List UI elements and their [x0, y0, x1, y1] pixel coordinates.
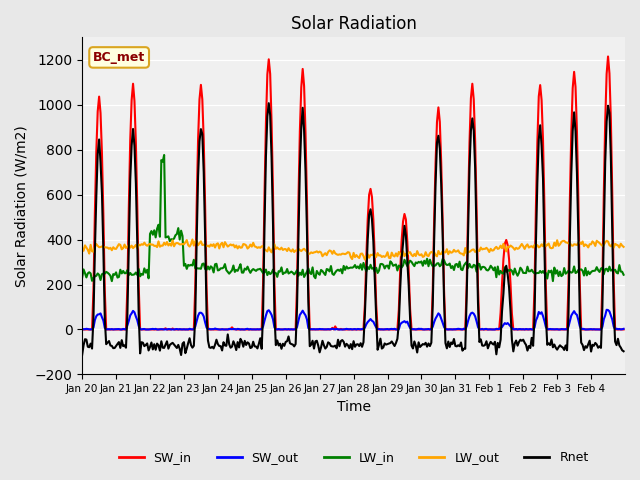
- LW_in: [548, 268, 556, 274]
- Line: LW_out: LW_out: [82, 240, 623, 260]
- SW_out: [358, 326, 366, 332]
- LW_out: [361, 257, 369, 263]
- Rnet: [114, 341, 122, 347]
- LW_in: [467, 264, 475, 270]
- SW_out: [109, 326, 117, 332]
- LW_in: [620, 272, 627, 277]
- SW_out: [97, 311, 104, 316]
- Rnet: [78, 352, 86, 358]
- Line: SW_in: SW_in: [82, 57, 623, 329]
- SW_out: [618, 326, 626, 332]
- Rnet: [467, 128, 475, 133]
- SW_in: [617, 326, 625, 332]
- SW_out: [78, 326, 86, 332]
- LW_out: [114, 243, 122, 249]
- SW_in: [357, 326, 365, 332]
- LW_in: [108, 278, 116, 284]
- SW_out: [546, 326, 554, 332]
- Rnet: [548, 336, 556, 342]
- Rnet: [97, 159, 104, 165]
- LW_in: [160, 152, 168, 158]
- Rnet: [620, 348, 627, 354]
- SW_out: [620, 326, 627, 332]
- LW_out: [548, 245, 556, 251]
- LW_in: [115, 274, 123, 280]
- Title: Solar Radiation: Solar Radiation: [291, 15, 417, 33]
- SW_out: [603, 307, 611, 312]
- Y-axis label: Solar Radiation (W/m2): Solar Radiation (W/m2): [15, 125, 29, 287]
- Rnet: [360, 339, 367, 345]
- SW_in: [604, 54, 612, 60]
- Legend: SW_in, SW_out, LW_in, LW_out, Rnet: SW_in, SW_out, LW_in, LW_out, Rnet: [113, 446, 593, 469]
- LW_in: [78, 275, 86, 280]
- LW_in: [360, 260, 367, 266]
- SW_in: [464, 204, 472, 210]
- Line: Rnet: Rnet: [82, 103, 623, 355]
- Rnet: [618, 348, 626, 353]
- SW_in: [545, 326, 552, 332]
- Text: BC_met: BC_met: [93, 51, 145, 64]
- LW_out: [189, 237, 196, 242]
- LW_out: [358, 251, 366, 256]
- Rnet: [177, 352, 185, 358]
- SW_out: [466, 313, 474, 319]
- LW_out: [618, 243, 626, 249]
- SW_in: [114, 326, 122, 332]
- SW_in: [78, 326, 86, 332]
- LW_out: [97, 244, 104, 250]
- LW_out: [467, 248, 475, 253]
- SW_in: [97, 110, 104, 116]
- LW_in: [618, 269, 626, 275]
- Rnet: [265, 100, 273, 106]
- Line: LW_in: LW_in: [82, 155, 623, 281]
- LW_out: [78, 245, 86, 251]
- Line: SW_out: SW_out: [82, 310, 623, 329]
- SW_in: [620, 326, 627, 332]
- LW_out: [620, 244, 627, 250]
- X-axis label: Time: Time: [337, 400, 371, 414]
- SW_out: [115, 326, 123, 332]
- LW_in: [97, 277, 104, 283]
